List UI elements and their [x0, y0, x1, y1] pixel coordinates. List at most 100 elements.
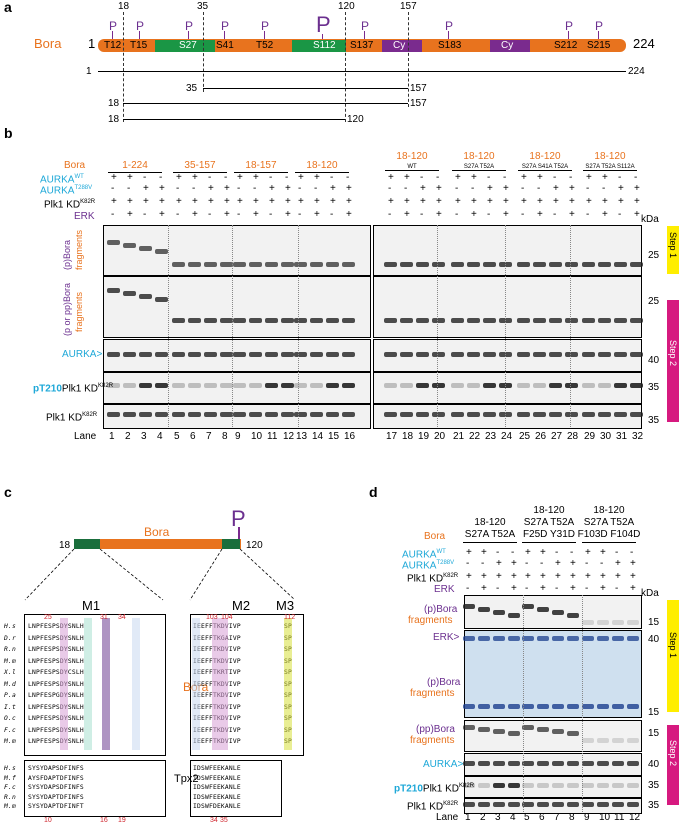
b-band-1-30	[614, 318, 627, 323]
b-sign-aurka_mut_pattern-4: -	[176, 183, 180, 194]
b-sign-aurka_mut_pattern-1: -	[127, 183, 131, 194]
b-band-4-22	[483, 412, 496, 417]
b-band-4-6	[204, 412, 217, 417]
b-sign-erk_pattern-14: -	[330, 209, 334, 220]
c-bora-species-10: M.m	[4, 738, 16, 745]
d-lane-8: 8	[569, 812, 575, 823]
d-band-aurka-4	[522, 761, 534, 766]
d-band-plk1-6	[552, 802, 564, 807]
b-band-4-13	[310, 412, 323, 417]
b-row-bora: Bora	[64, 160, 86, 171]
b-row-aurka-wt: AURKAWT	[40, 174, 84, 186]
d-band-aurka-8	[582, 761, 594, 766]
b-sign-plk1_pattern-8: +	[237, 196, 243, 207]
b-sign-aurka_mut_pattern-7: +	[224, 183, 230, 194]
frag1-end: 224	[628, 66, 645, 77]
frag3-end: 157	[410, 98, 427, 109]
c-hl-m1-0	[60, 618, 68, 750]
d-band-plk1-10	[612, 802, 624, 807]
b-sign-aurka_mut_pattern-27: +	[569, 183, 575, 194]
p-marker-5: P	[316, 12, 331, 37]
b-band-0-27	[565, 262, 578, 267]
b-sign-erk_pattern-0: -	[111, 209, 115, 220]
d-blot-coomassie	[464, 630, 642, 718]
d-lane-7: 7	[554, 812, 560, 823]
b-sign-aurka_mut_pattern-14: +	[330, 183, 336, 194]
d-band-plk1-1	[478, 802, 490, 807]
c-tpx2-m2-0: IDSWFEEKANLE	[193, 765, 241, 772]
frag1-start: 1	[86, 66, 92, 77]
b-band-3-25	[533, 383, 546, 388]
b-group-name-5: 18-120	[463, 151, 495, 162]
b-lane-6: 6	[190, 431, 196, 442]
b-sign-erk_pattern-2: -	[143, 209, 147, 220]
c-top-num-1: 31	[100, 614, 108, 621]
b-band-4-19	[432, 412, 445, 417]
b-blot-pt210-left	[103, 372, 371, 404]
b-sign-plk1_pattern-23: +	[503, 196, 509, 207]
b-group-line-3	[295, 172, 349, 173]
b-band-0-20	[451, 262, 464, 267]
d-step1-bar	[667, 600, 679, 712]
d-band-p1-11	[627, 620, 639, 625]
c-bora-m1-5: LNPFESPSDYSNLH	[28, 680, 84, 688]
d-band-aurka-3	[508, 761, 520, 766]
d-group-l2-0: S27A T52A	[464, 529, 516, 540]
site-s183: S183	[438, 40, 462, 51]
d-label-erk: ERK>	[433, 632, 460, 643]
b-band-0-31	[630, 262, 643, 267]
b-band-2-19	[432, 352, 445, 357]
b-sign-plk1_pattern-1: +	[127, 196, 133, 207]
b-band-3-26	[549, 383, 562, 388]
d-band-pp-9	[597, 738, 609, 743]
c-tpx2-m2-1: IDSWFEEKANLE	[193, 774, 241, 782]
d-band-p1-2	[493, 610, 505, 615]
d-band-erk-6	[552, 636, 564, 641]
b-sign-aurka_wt_pattern-16: +	[388, 172, 394, 183]
d-band-aurka-6	[552, 761, 564, 766]
d-band-p2-8	[582, 704, 594, 709]
frag2-start: 35	[186, 83, 198, 94]
b-band-1-12	[294, 318, 307, 323]
d-sep-1	[582, 595, 583, 812]
b-band-2-15	[342, 352, 355, 357]
d-band-p2-10	[612, 704, 624, 709]
d-step1-label: Step 1	[668, 632, 678, 659]
b-sign-aurka_wt_pattern-6: -	[208, 172, 212, 183]
p-marker-2: P	[185, 19, 194, 33]
b-lane-13: 13	[296, 431, 308, 442]
d-band-p2-7	[567, 704, 579, 709]
b-sign-erk_pattern-27: +	[569, 209, 575, 220]
b-group-sub-4: WT	[407, 164, 417, 170]
b-sign-plk1_pattern-17: +	[404, 196, 410, 207]
d-sign-erk_pattern-2: -	[496, 583, 500, 594]
b-lane-19: 19	[418, 431, 430, 442]
d-label-p2: (p)Bora	[427, 677, 461, 688]
b-group-line-4	[385, 170, 439, 171]
b-band-4-28	[582, 412, 595, 417]
b-sign-aurka_wt_pattern-12: +	[298, 172, 304, 183]
b-sign-erk_pattern-6: -	[208, 209, 212, 220]
b-sign-aurka_mut_pattern-5: -	[192, 183, 196, 194]
b-blot-step2-right	[373, 276, 642, 338]
b-sign-aurka_wt_pattern-11: -	[285, 172, 289, 183]
b-sign-plk1_pattern-15: +	[346, 196, 352, 207]
d-label-p2b: fragments	[410, 688, 455, 699]
d-sign-plk1_pattern-1: +	[481, 571, 487, 582]
b-lane-24: 24	[501, 431, 513, 442]
b-sign-plk1_pattern-4: +	[176, 196, 182, 207]
frag4-end: 120	[347, 114, 364, 125]
b-sign-plk1_pattern-24: +	[521, 196, 527, 207]
p-marker-1: P	[136, 19, 145, 33]
b-sign-aurka_mut_pattern-8: -	[237, 183, 241, 194]
b-band-2-27	[565, 352, 578, 357]
b-band-2-13	[310, 352, 323, 357]
b-label-aurka: AURKA>	[62, 349, 103, 360]
c-bottom-num-0: 10	[44, 817, 52, 824]
b-band-3-1	[123, 383, 136, 388]
b-lane-27: 27	[551, 431, 563, 442]
b-lane-29: 29	[584, 431, 596, 442]
b-band-4-8	[233, 412, 246, 417]
d-band-pt210-5	[537, 783, 549, 788]
c-tpx2-species-2: F.c	[4, 784, 16, 791]
